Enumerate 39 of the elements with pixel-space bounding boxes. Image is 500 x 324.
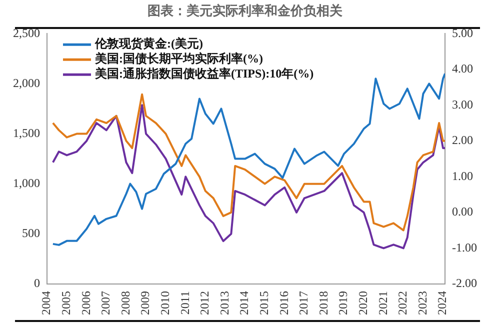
x-tick-label: 2024 — [435, 291, 450, 315]
x-tick-label: 2020 — [356, 291, 370, 315]
x-tick-label: 2019 — [336, 291, 350, 315]
y-tick-label: 1,500 — [13, 126, 40, 140]
x-tick-label: 2008 — [118, 291, 132, 315]
y2-tick-label: -1.00 — [452, 240, 478, 254]
legend-label: 美国:通胀指数国债收益率(TIPS):10年(%) — [94, 66, 314, 81]
y2-tick-label: -2.00 — [452, 276, 478, 290]
x-tick-label: 2009 — [138, 291, 152, 315]
legend-label: 伦敦现货黄金:(美元) — [94, 36, 203, 51]
x-tick-label: 2015 — [256, 291, 271, 315]
x-tick-label: 2022 — [396, 291, 410, 315]
x-tick-label: 2023 — [415, 291, 430, 315]
y2-tick-label: 3.00 — [452, 97, 474, 112]
x-tick-label: 2005 — [58, 291, 73, 315]
y-tick-label: 500 — [22, 226, 40, 240]
x-tick-label: 2014 — [237, 291, 252, 315]
y2-tick-label: 2.00 — [452, 133, 474, 148]
x-tick-label: 2006 — [78, 291, 93, 315]
y-tick-label: 0 — [34, 276, 40, 290]
x-tick-label: 2016 — [276, 291, 291, 315]
y-tick-label: 1,000 — [13, 176, 40, 190]
x-tick-label: 2011 — [178, 291, 192, 315]
x-tick-label: 2013 — [217, 291, 232, 315]
x-tick-label: 2017 — [296, 291, 311, 315]
x-tick-label: 2004 — [39, 291, 54, 315]
x-tick-label: 2021 — [376, 291, 390, 315]
y-tick-label: 2,000 — [13, 76, 40, 90]
y-tick-label: 2,500 — [13, 26, 40, 40]
x-tick-label: 2007 — [98, 291, 113, 315]
x-tick-label: 2010 — [158, 291, 172, 315]
x-tick-label: 2012 — [198, 291, 212, 315]
chart-title: 图表：美元实际利率和金价负相关 — [148, 3, 344, 20]
y2-tick-label: 1.00 — [452, 168, 474, 183]
y2-tick-label: 4.00 — [452, 62, 474, 76]
x-tick-label: 2018 — [316, 291, 330, 315]
y2-tick-label: 0.00 — [452, 204, 474, 219]
y2-tick-label: 5.00 — [452, 26, 474, 40]
legend-label: 美国:国债长期平均实际利率(%) — [94, 52, 263, 66]
